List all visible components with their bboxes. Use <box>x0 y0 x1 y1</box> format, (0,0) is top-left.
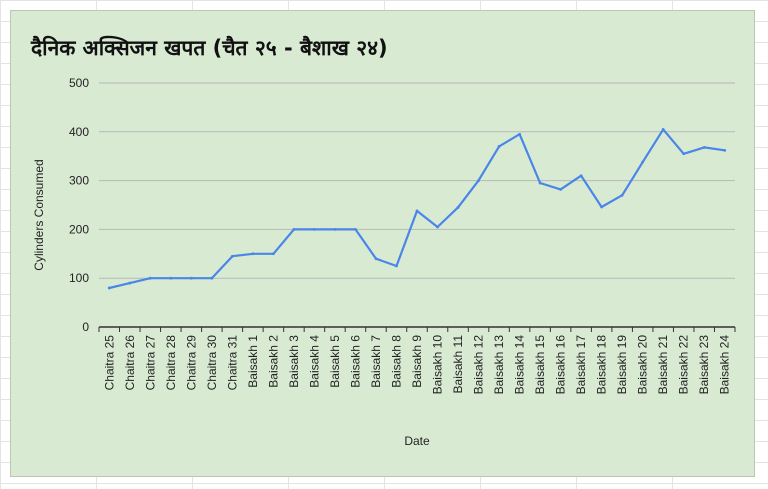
data-point <box>333 228 337 231</box>
y-tick-label: 0 <box>82 320 89 334</box>
data-point <box>518 132 521 136</box>
data-point <box>251 252 255 256</box>
y-tick-label: 500 <box>69 76 89 90</box>
y-tick-label: 100 <box>69 271 89 285</box>
chart-title: दैनिक अक्सिजन खपत (चैत २५ - बैशाख २४) <box>30 35 388 60</box>
y-tick-label: 400 <box>69 125 89 139</box>
y-axis-title: Cylinders Consumed <box>32 159 46 270</box>
x-tick-label: Chaitra 30 <box>205 335 219 391</box>
data-point <box>641 160 645 164</box>
data-point <box>395 264 398 268</box>
series-line <box>108 128 726 290</box>
data-point <box>497 145 501 148</box>
x-tick-label: Baisakh 23 <box>697 335 711 395</box>
x-tick-labels: Chaitra 25 Chaitra 26 Chaitra 27 Chaitra 28… <box>102 335 731 395</box>
data-point <box>415 209 419 213</box>
x-tick-label: Baisakh 10 <box>431 335 445 395</box>
y-tick-label: 300 <box>69 174 89 188</box>
data-point <box>210 276 214 280</box>
x-tick-label: Baisakh 5 <box>328 335 342 388</box>
x-tick-label: Baisakh 7 <box>369 335 383 388</box>
x-tick-label: Chaitra 27 <box>143 335 157 391</box>
x-tick-label: Baisakh 1 <box>246 335 260 388</box>
data-point <box>271 252 275 256</box>
data-point <box>148 276 152 280</box>
x-tick-label: Baisakh 4 <box>307 335 321 388</box>
data-point <box>538 181 542 185</box>
gridlines <box>99 82 735 279</box>
x-tick-label: Baisakh 18 <box>595 335 609 395</box>
data-point <box>682 152 686 156</box>
axes <box>98 326 736 332</box>
x-tick-label: Baisakh 21 <box>656 335 670 395</box>
x-tick-label: Baisakh 3 <box>287 335 301 388</box>
x-tick-label: Chaitra 26 <box>123 335 137 391</box>
x-tick-label: Chaitra 31 <box>225 335 239 391</box>
chart-card[interactable]: दैनिक अक्सिजन खपत (चैत २५ - बैशाख २४) 0 1… <box>10 10 755 477</box>
x-tick-label: Baisakh 20 <box>636 335 650 395</box>
y-tick-labels: 0 100 200 300 400 500 <box>69 76 89 334</box>
data-point <box>354 228 357 231</box>
data-point <box>723 148 727 152</box>
x-tick-label: Baisakh 24 <box>718 335 732 395</box>
data-point <box>620 193 624 197</box>
x-tick-label: Baisakh 14 <box>513 335 527 395</box>
x-tick-label: Baisakh 12 <box>472 335 486 395</box>
data-series <box>107 127 727 290</box>
data-point <box>230 254 234 258</box>
x-tick-label: Baisakh 9 <box>410 335 424 388</box>
x-tick-label: Baisakh 22 <box>677 335 691 395</box>
data-point <box>107 286 111 290</box>
data-point <box>436 225 439 229</box>
data-point <box>189 276 193 280</box>
x-tick-label: Baisakh 17 <box>574 335 588 395</box>
x-tick-label: Baisakh 8 <box>389 335 403 388</box>
data-point <box>661 127 665 131</box>
data-point <box>292 228 296 231</box>
x-tick-label: Baisakh 16 <box>554 335 568 395</box>
x-tick-label: Baisakh 19 <box>615 335 629 395</box>
data-point <box>128 281 132 285</box>
x-tick-label: Baisakh 15 <box>533 335 547 395</box>
x-tick-label: Baisakh 13 <box>492 335 506 395</box>
data-point <box>477 179 480 183</box>
chart-canvas: दैनिक अक्सिजन खपत (चैत २५ - बैशाख २४) 0 1… <box>30 35 736 448</box>
x-tick-label: Chaitra 25 <box>102 335 116 391</box>
y-tick-label: 200 <box>69 222 89 236</box>
x-axis-title: Date <box>404 434 430 448</box>
data-point <box>600 205 604 209</box>
x-tick-label: Baisakh 11 <box>451 335 465 394</box>
data-point <box>374 257 378 261</box>
x-tick-label: Baisakh 2 <box>266 335 280 388</box>
data-point <box>313 228 316 231</box>
x-tick-label: Chaitra 29 <box>184 335 198 391</box>
data-point <box>702 146 706 149</box>
x-tick-label: Baisakh 6 <box>348 335 362 388</box>
data-point <box>579 174 583 178</box>
data-point <box>169 276 173 280</box>
data-point <box>559 187 563 191</box>
data-point <box>456 206 460 209</box>
x-tick-label: Chaitra 28 <box>164 335 178 391</box>
